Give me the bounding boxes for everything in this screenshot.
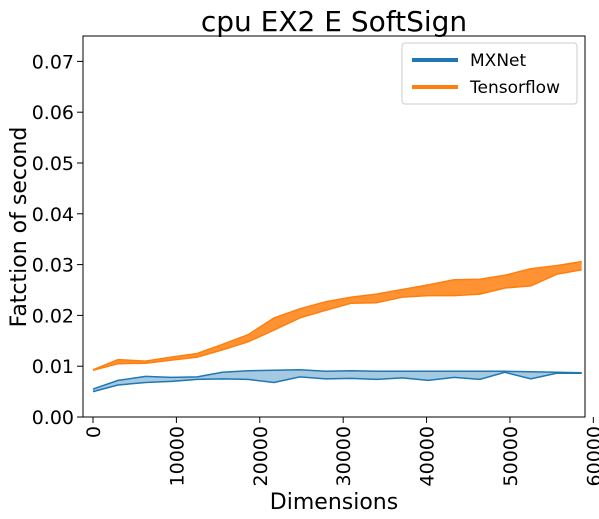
series-line-lower-mxnet: [92, 371, 582, 393]
x-tick-label: 60000: [583, 426, 599, 486]
legend-label-mxnet: MXNet: [470, 51, 526, 71]
axis-ticks: 0.00 0.01 0.02 0.03 0.04 0.05 0.06 0.07 0 10000 20…: [32, 51, 599, 486]
y-axis-label: Fatction of second: [7, 127, 32, 328]
series-line-upper-mxnet: [92, 369, 582, 390]
y-tick-label: 0.05: [32, 153, 74, 175]
plot-frame: [82, 35, 586, 418]
y-tick-label: 0.03: [32, 255, 74, 277]
x-tick-label: 40000: [417, 426, 439, 486]
y-tick-label: 0.00: [32, 407, 74, 429]
y-tick-label: 0.06: [32, 102, 74, 124]
x-axis-label: Dimensions: [270, 490, 398, 515]
y-tick-label: 0.04: [32, 204, 74, 226]
plot-area: [92, 260, 582, 393]
x-tick-label: 20000: [250, 426, 272, 486]
y-tick-label: 0.02: [32, 305, 74, 327]
y-tick-label: 0.01: [32, 356, 74, 378]
x-tick-label: 10000: [166, 426, 188, 486]
x-tick-label: 50000: [500, 426, 522, 486]
series-line-lower-tensorflow: [92, 268, 582, 372]
legend-label-tensorflow: Tensorflow: [469, 78, 560, 98]
y-tick-label: 0.07: [32, 51, 74, 73]
series-line-upper-tensorflow: [92, 260, 582, 371]
x-tick-label: 0: [83, 426, 105, 438]
legend: MXNet Tensorflow: [401, 42, 578, 105]
series-band-tensorflow: [93, 261, 582, 371]
x-tick-label: 30000: [333, 426, 355, 486]
series-band-mxnet: [93, 369, 582, 392]
chart-title: cpu EX2 E SoftSign: [201, 5, 467, 38]
